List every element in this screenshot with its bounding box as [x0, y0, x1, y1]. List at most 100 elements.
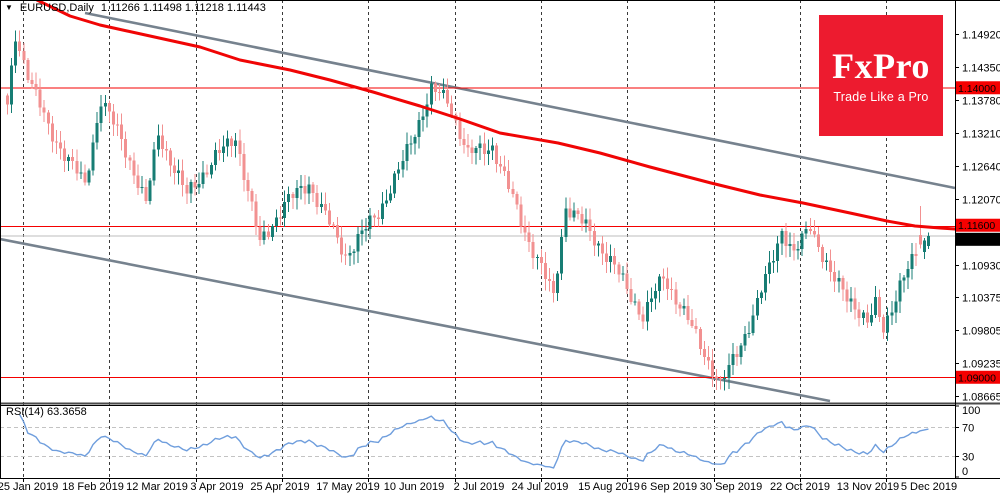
candle-body — [132, 160, 136, 176]
candle-body — [79, 172, 83, 174]
candle-body — [462, 139, 466, 146]
candle-body — [792, 243, 796, 251]
candle-body — [531, 241, 535, 259]
price-levels[interactable] — [0, 87, 955, 378]
candle-body — [763, 274, 767, 293]
candle-body — [596, 243, 600, 246]
candle-body — [474, 148, 478, 154]
candle-body — [861, 312, 865, 318]
price-tick-label: 1.09235 — [962, 359, 1000, 371]
candle-body — [307, 184, 311, 194]
ma-line[interactable] — [35, 0, 957, 231]
candle-body — [205, 172, 209, 175]
candle-body — [393, 173, 397, 194]
candle-body — [715, 376, 719, 379]
trend-channel[interactable] — [0, 11, 956, 403]
rsi-tick-label: 0 — [962, 466, 968, 478]
candle-body — [75, 160, 79, 174]
candle-body — [812, 230, 816, 235]
rsi-tick-label: 30 — [962, 452, 974, 464]
candle-body — [107, 102, 111, 112]
candle-body — [433, 83, 437, 93]
candle-body — [360, 230, 364, 235]
candle-body — [882, 317, 886, 333]
logo-brand-text: FxPro — [832, 45, 930, 86]
candle-body — [372, 215, 376, 218]
candle-body — [18, 41, 22, 51]
candle-body — [878, 297, 882, 318]
price-axis[interactable]: 1.14920 1.14350 1.13780 1.13210 1.12640 1.120… — [955, 30, 1000, 404]
date-label: 25 Jan 2019 — [0, 481, 58, 493]
svg-text:1.14000: 1.14000 — [958, 83, 996, 95]
candle-body — [784, 230, 788, 246]
candle-body — [311, 184, 315, 193]
candle-body — [230, 138, 234, 146]
candle-body — [177, 170, 181, 174]
candlestick-series — [6, 30, 930, 391]
rsi-tick-label: 100 — [962, 405, 980, 417]
candle-body — [437, 92, 441, 94]
date-label: 3 Apr 2019 — [190, 481, 243, 493]
candle-body — [376, 217, 380, 219]
candle-body — [804, 229, 808, 234]
date-label: 6 Sep 2019 — [641, 481, 697, 493]
rsi-axis[interactable]: 100 70 30 0 — [955, 405, 980, 478]
fxpro-logo: FxPro Trade Like a Pro — [819, 15, 943, 136]
candle-body — [181, 170, 185, 185]
candle-body — [706, 357, 710, 361]
date-label: 10 Jun 2019 — [384, 481, 445, 493]
date-label: 5 Dec 2019 — [901, 481, 957, 493]
date-label: 24 Jul 2019 — [512, 481, 569, 493]
candle-body — [140, 186, 144, 189]
candle-body — [918, 234, 922, 245]
candle-body — [319, 203, 323, 207]
candle-body — [841, 277, 845, 290]
candle-body — [327, 210, 331, 225]
candle-body — [649, 298, 653, 302]
candle-body — [898, 280, 902, 302]
time-grid — [23, 0, 887, 478]
candle-body — [458, 120, 462, 140]
candle-body — [287, 194, 291, 202]
rsi-level-grid — [0, 426, 955, 458]
candle-body — [902, 277, 906, 281]
price-badge: 1.09000 — [956, 370, 1000, 384]
price-tick-label: 1.12070 — [962, 195, 1000, 207]
date-label: 18 Feb 2019 — [62, 481, 124, 493]
svg-text:1.09000: 1.09000 — [958, 372, 996, 384]
candle-body — [83, 172, 87, 183]
candle-body — [731, 353, 735, 365]
candle-body — [759, 292, 763, 298]
candle-body — [234, 140, 238, 146]
candle-body — [666, 278, 670, 289]
date-label: 30 Sep 2019 — [700, 481, 762, 493]
date-label: 25 Apr 2019 — [250, 481, 309, 493]
candle-body — [617, 264, 621, 275]
candle-body — [421, 116, 425, 120]
candle-body — [6, 95, 9, 105]
candle-body — [417, 119, 421, 137]
candle-body — [755, 297, 759, 316]
candle-body — [906, 268, 910, 278]
symbol-period-label: EURUSD,Daily — [19, 2, 94, 14]
candle-body — [682, 306, 686, 309]
candle-body — [38, 89, 42, 108]
candle-body — [780, 230, 784, 244]
candle-body — [91, 142, 95, 171]
candle-body — [833, 272, 837, 282]
candle-body — [486, 150, 490, 155]
candle-body — [495, 145, 498, 164]
candle-body — [120, 124, 124, 140]
time-axis[interactable]: 25 Jan 2019 18 Feb 2019 12 Mar 2019 3 Apr 2… — [0, 478, 957, 493]
candle-body — [348, 253, 352, 256]
price-tick-label: 1.10930 — [962, 261, 1000, 273]
candle-body — [99, 106, 103, 124]
candle-body — [637, 301, 641, 315]
candle-body — [185, 184, 189, 194]
candle-body — [262, 231, 266, 240]
date-label: 13 Nov 2019 — [837, 481, 899, 493]
candle-body — [515, 194, 519, 205]
candle-body — [67, 156, 71, 162]
candle-body — [543, 263, 547, 280]
